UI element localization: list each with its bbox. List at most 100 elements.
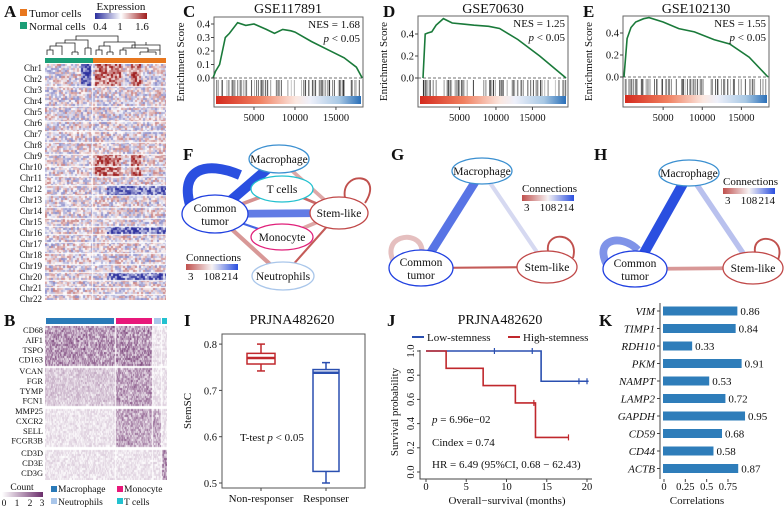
plot-frame <box>622 15 770 108</box>
chromosome-label: Chr7 <box>24 129 43 139</box>
panel-a-legend: Tumor cells Normal cells Expression 0.4 … <box>20 1 149 33</box>
chromosome-label: Chr11 <box>20 173 42 183</box>
node-ellipse <box>602 250 668 288</box>
x-tick-label: 5 <box>464 482 469 493</box>
gsea-title: GSE70630 <box>462 2 523 17</box>
y-tick-label: 1.0 <box>406 344 417 357</box>
self-loop-edge <box>388 234 425 270</box>
survival-plot: PRJNA482620 0.0 0.2 0.4 0.6 0.8 1.0 0 5 10 15 20 Ove… <box>389 313 592 507</box>
node-label: Neutrophils <box>256 271 311 283</box>
node-stem-like: Stem-like <box>516 250 578 284</box>
count-colorbar <box>2 492 43 497</box>
y-tick-label: 0.4 <box>401 30 415 41</box>
enrichment-score-line <box>623 16 769 78</box>
rank-color-strip <box>625 95 767 103</box>
y-tick-label: 0.3 <box>197 33 210 44</box>
neutrophils-swatch <box>51 498 57 504</box>
x-tick-label: 15000 <box>728 113 754 124</box>
enrichment-score-line <box>422 17 567 79</box>
km-curve-low-stemness <box>426 348 589 385</box>
dendrogram-branch <box>84 47 92 55</box>
node-ellipse <box>250 223 314 251</box>
legend-label: Low-stemness <box>427 332 491 344</box>
cindex-text: Cindex = 0.74 <box>432 437 495 449</box>
chromosome-label: Chr16 <box>20 228 43 238</box>
connections-colorbar <box>723 188 775 194</box>
monocyte-group-bar <box>116 318 152 324</box>
tcells-legend-label: T cells <box>124 498 150 507</box>
gsea-plot-d: GSE70630 0.0 0.2 0.4 5000 10000 15000 Enrichmen… <box>378 2 569 124</box>
panel-label-k: K <box>599 311 613 330</box>
connections-colorbar <box>522 195 574 201</box>
normal-legend-label: Normal cells <box>29 21 86 33</box>
tumor-legend-label: Tumor cells <box>29 8 81 20</box>
correlation-bar <box>663 376 710 386</box>
p-value: < 0.05 <box>329 33 360 45</box>
connections-tick: 3 <box>725 195 731 207</box>
bar-value-label: 0.58 <box>716 446 736 458</box>
p-symbol: p <box>729 32 736 44</box>
panel-b-legend: Count 0 1 2 3 Macrophage Monocyte Neutro… <box>2 483 163 507</box>
x-tick-label: 10000 <box>483 113 509 124</box>
chromosome-label: Chr18 <box>20 250 43 260</box>
connections-tick: 108 <box>204 271 221 283</box>
node-ellipse <box>516 250 578 284</box>
node-ellipse <box>388 249 454 287</box>
panel-label-c: C <box>183 2 195 21</box>
connections-legend-title: Connections <box>522 183 577 195</box>
count-tick: 2 <box>28 499 33 507</box>
y-tick-label: 0.0 <box>606 73 619 84</box>
chromosome-label: Chr2 <box>24 74 42 84</box>
gene-label: FCN1 <box>23 397 43 406</box>
expression-tick: 1.6 <box>135 21 149 33</box>
bar-value-label: 0.84 <box>739 324 759 336</box>
panel-label-a: A <box>4 2 17 21</box>
correlation-bar <box>663 446 714 456</box>
x-tick-label: 10000 <box>689 113 715 124</box>
gene-label: LAMP2 <box>620 394 656 406</box>
node-label: Common <box>614 258 657 270</box>
x-tick-label: 15 <box>542 482 553 493</box>
chromosome-labels: Chr1Chr2Chr3Chr4Chr5Chr6Chr7Chr8Chr9Chr1… <box>20 63 43 304</box>
chromosome-label: Chr8 <box>24 140 43 150</box>
p-value-text: p < 0.05 <box>729 32 767 44</box>
expression-tick: 1 <box>117 21 123 33</box>
gene-label: PKM <box>631 359 656 371</box>
node-macrophage: Macrophage <box>248 144 310 174</box>
y-tick-label: 0.5 <box>204 479 217 490</box>
bar-value-label: 0.86 <box>740 306 760 318</box>
dendrogram-branch <box>55 42 76 52</box>
x-tick-label: 5000 <box>653 113 674 124</box>
marker-gene-heatmap <box>45 326 167 480</box>
dendrogram-branch <box>147 49 161 55</box>
connections-legend: Connections 3 108 214 <box>723 176 778 207</box>
node-ellipse <box>658 159 720 187</box>
correlation-bar <box>663 429 723 438</box>
bar-value-label: 0.68 <box>725 429 745 441</box>
dendrogram-branch <box>119 49 127 55</box>
stemsc-boxplot: PRJNA482620 0.5 0.6 0.7 0.8 StemSC Non-respons… <box>182 313 366 505</box>
self-loop-edge <box>343 177 372 204</box>
survival-step-line <box>426 350 569 439</box>
panel-label-j: J <box>387 311 396 330</box>
p-value-text: p < 0.05 <box>528 32 566 44</box>
gene-label: CXCR2 <box>16 417 43 426</box>
dendrogram-branch <box>106 51 114 55</box>
x-tick-label: 15000 <box>323 113 349 124</box>
node-label: Stem-like <box>731 263 776 275</box>
boxplot-title: PRJNA482620 <box>250 313 335 328</box>
panel-label-f: F <box>183 145 193 164</box>
p-value: < 0.05 <box>534 32 565 44</box>
node-stem-like: Stem-like <box>722 251 784 285</box>
macrophage-swatch <box>51 486 57 492</box>
p-symbol: p <box>528 32 535 44</box>
count-tick: 0 <box>2 499 7 507</box>
chromosome-label: Chr19 <box>20 261 43 271</box>
connections-legend: Connections 3 108 214 <box>186 252 241 283</box>
node-macrophage: Macrophage <box>658 159 720 187</box>
dendrogram-branch <box>131 44 161 50</box>
gene-label: GAPDH <box>618 411 656 423</box>
y-tick-label: 0.2 <box>606 51 619 62</box>
